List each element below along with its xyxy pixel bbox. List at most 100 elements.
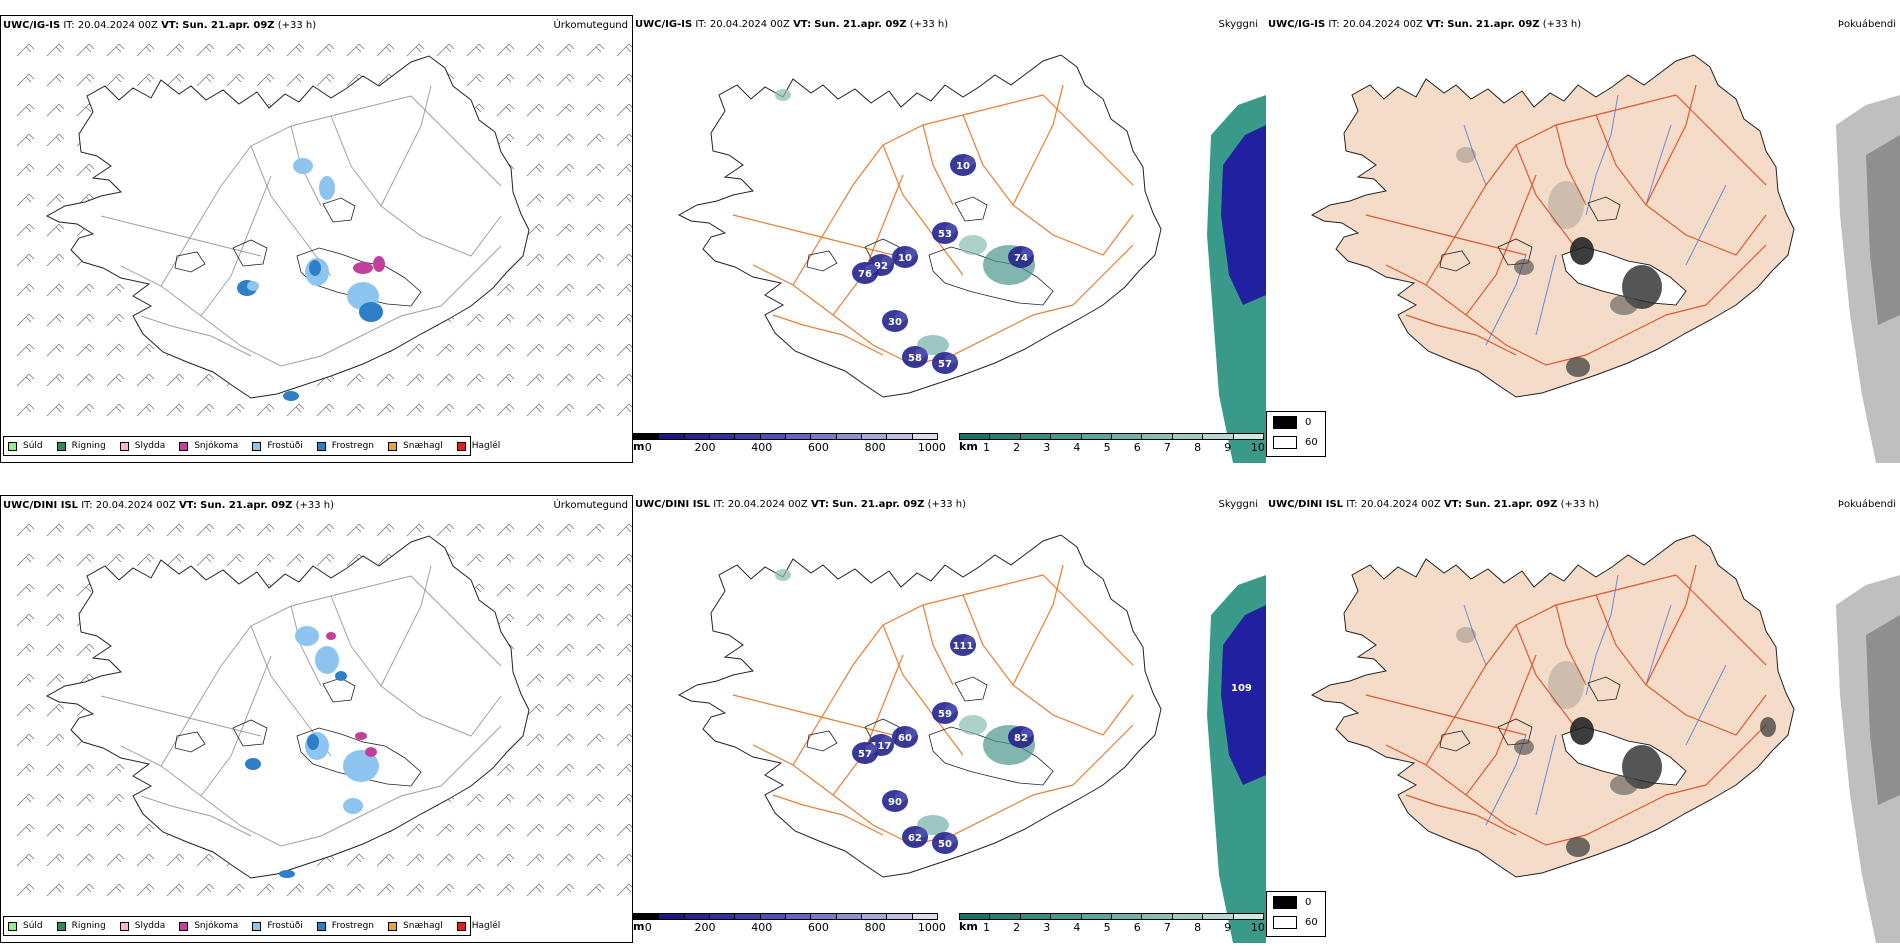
- colorbar-segment: [634, 914, 660, 919]
- colorbar-tick: 5: [1103, 441, 1111, 454]
- colorbar-tick: 3: [1043, 441, 1051, 454]
- cloud-base-label: 53: [938, 229, 952, 240]
- cloud-base-label: 90: [888, 797, 902, 808]
- colorbar-unit: m: [633, 920, 645, 933]
- sea-cloud-label: 109: [1231, 683, 1252, 694]
- fog-legend-swatch: [1273, 915, 1297, 929]
- legend-label: Frostregn: [331, 921, 375, 931]
- legend-swatch: [456, 441, 466, 451]
- legend-label: Frostregn: [331, 441, 375, 451]
- colorbar-segment: [912, 914, 937, 919]
- colorbar-segment: [887, 914, 913, 919]
- cloud-base-label: 57: [938, 359, 952, 370]
- colorbar-segment: [760, 914, 786, 919]
- colorbar-tick: 1: [982, 441, 990, 454]
- fog-legend-label: 60: [1305, 916, 1318, 928]
- legend-swatch: [388, 921, 398, 931]
- colorbar-segment: [1142, 434, 1173, 439]
- colorbar-segment: [684, 914, 710, 919]
- map-fog-1: [1310, 54, 1900, 463]
- fog-legend-label: 60: [1305, 436, 1318, 448]
- colorbar-tick: 2: [1013, 921, 1021, 934]
- legend-item: Frostregn: [316, 441, 375, 451]
- colorbar-segment: [709, 434, 736, 439]
- fog-legend: 0 60: [1266, 891, 1326, 937]
- panel-header: UWC/IG-IS IT: 20.04.2024 00Z VT: Sun. 21…: [1268, 19, 1582, 30]
- colorbar-tick: 6: [1133, 921, 1141, 934]
- colorbar-segment: [960, 914, 991, 919]
- colorbar-segment: [1203, 434, 1234, 439]
- colorbar-segment: [634, 434, 660, 439]
- panel-title: Úrkomutegund: [553, 500, 628, 511]
- colorbar-segment: [960, 434, 991, 439]
- legend-item: Rigning: [56, 441, 106, 451]
- colorbar-segment: [836, 434, 862, 439]
- legend-swatch: [56, 441, 66, 451]
- cloud-base-label: 92: [874, 261, 888, 272]
- fog-legend-label: 0: [1305, 896, 1312, 908]
- colorbar-tick: 9: [1224, 921, 1232, 934]
- fog-legend: 0 60: [1266, 411, 1326, 457]
- colorbar-segment: [1020, 914, 1052, 919]
- legend-item: Frostúði: [252, 921, 303, 931]
- map-precip-1: [16, 43, 632, 417]
- colorbar-tick: 400: [751, 921, 773, 934]
- colorbar-segment: [709, 914, 736, 919]
- colorbar-unit: km: [959, 920, 978, 933]
- cloud-base-panel-2: 59 82 111 117 57 60 62 50 90 109 UWC/DINI ISL IT:…: [633, 495, 1266, 943]
- cloud-base-label: 59: [938, 709, 952, 720]
- fog-index-panel-2: UWC/DINI ISL IT: 20.04.2024 00Z VT: Sun.…: [1266, 495, 1900, 943]
- colorbar-segment: [735, 914, 761, 919]
- legend-label: Haglél: [471, 921, 501, 931]
- colorbar-tick: 600: [807, 921, 829, 934]
- fog-legend-item: 0: [1267, 412, 1325, 432]
- colorbar-segment: [1142, 914, 1173, 919]
- map-fog-2: [1310, 534, 1900, 943]
- colorbar-segment: [659, 434, 685, 439]
- cloud-base-colorbar: m 0 200 400 600 800 1000: [633, 913, 946, 941]
- colorbar-segment: [785, 434, 812, 439]
- legend-item: Snæhagl: [388, 441, 443, 451]
- colorbar-tick: 1000: [917, 441, 946, 454]
- colorbar-unit: km: [959, 440, 978, 453]
- fog-index-panel-1: UWC/IG-IS IT: 20.04.2024 00Z VT: Sun. 21…: [1266, 15, 1900, 463]
- colorbar-segment: [811, 914, 837, 919]
- colorbar-segment: [912, 434, 937, 439]
- colorbar-tick: 800: [864, 921, 886, 934]
- legend-item: Snjókoma: [179, 921, 238, 931]
- precip-legend: Súld Rigning Slydda Snjókoma Frostúði Frostre…: [3, 916, 500, 936]
- cloud-base-label: 111: [953, 641, 974, 652]
- fog-legend-item: 0: [1267, 892, 1325, 912]
- colorbar-segment: [1172, 434, 1204, 439]
- legend-item: Slydda: [119, 441, 166, 451]
- colorbar-segment: [836, 914, 862, 919]
- cloud-base-label: 74: [1014, 253, 1028, 264]
- legend-label: Súld: [23, 921, 43, 931]
- cloud-base-label: 50: [938, 839, 952, 850]
- legend-label: Snæhagl: [403, 441, 443, 451]
- visibility-colorbar: km 1 2 3 4 5 6 7 8 9 10: [959, 913, 1265, 941]
- panel-header: UWC/DINI ISL IT: 20.04.2024 00Z VT: Sun.…: [3, 500, 335, 511]
- legend-label: Slydda: [134, 441, 166, 451]
- legend-label: Snæhagl: [403, 921, 443, 931]
- panel-header: UWC/DINI ISL IT: 20.04.2024 00Z VT: Sun.…: [1268, 499, 1600, 510]
- colorbar-tick: 200: [694, 921, 716, 934]
- legend-swatch: [316, 921, 326, 931]
- precip-type-panel-1: UWC/IG-IS IT: 20.04.2024 00Z VT: Sun. 21…: [0, 15, 633, 463]
- legend-swatch: [388, 441, 398, 451]
- colorbar-tick: 8: [1194, 921, 1202, 934]
- colorbar-tick: 0: [644, 921, 652, 934]
- legend-item: Súld: [8, 921, 43, 931]
- colorbar-tick: 0: [644, 441, 652, 454]
- legend-item: Snjókoma: [179, 441, 238, 451]
- cloud-base-label: 10: [898, 253, 912, 264]
- colorbar-tick: 3: [1043, 921, 1051, 934]
- colorbar-segment: [1020, 434, 1052, 439]
- cloud-base-label: 58: [908, 353, 922, 364]
- cloud-base-colorbar: m 0 200 400 600 800 1000: [633, 433, 946, 461]
- colorbar-tick: 6: [1133, 441, 1141, 454]
- colorbar-segment: [811, 434, 837, 439]
- colorbar-tick: 4: [1073, 921, 1081, 934]
- legend-swatch: [56, 921, 66, 931]
